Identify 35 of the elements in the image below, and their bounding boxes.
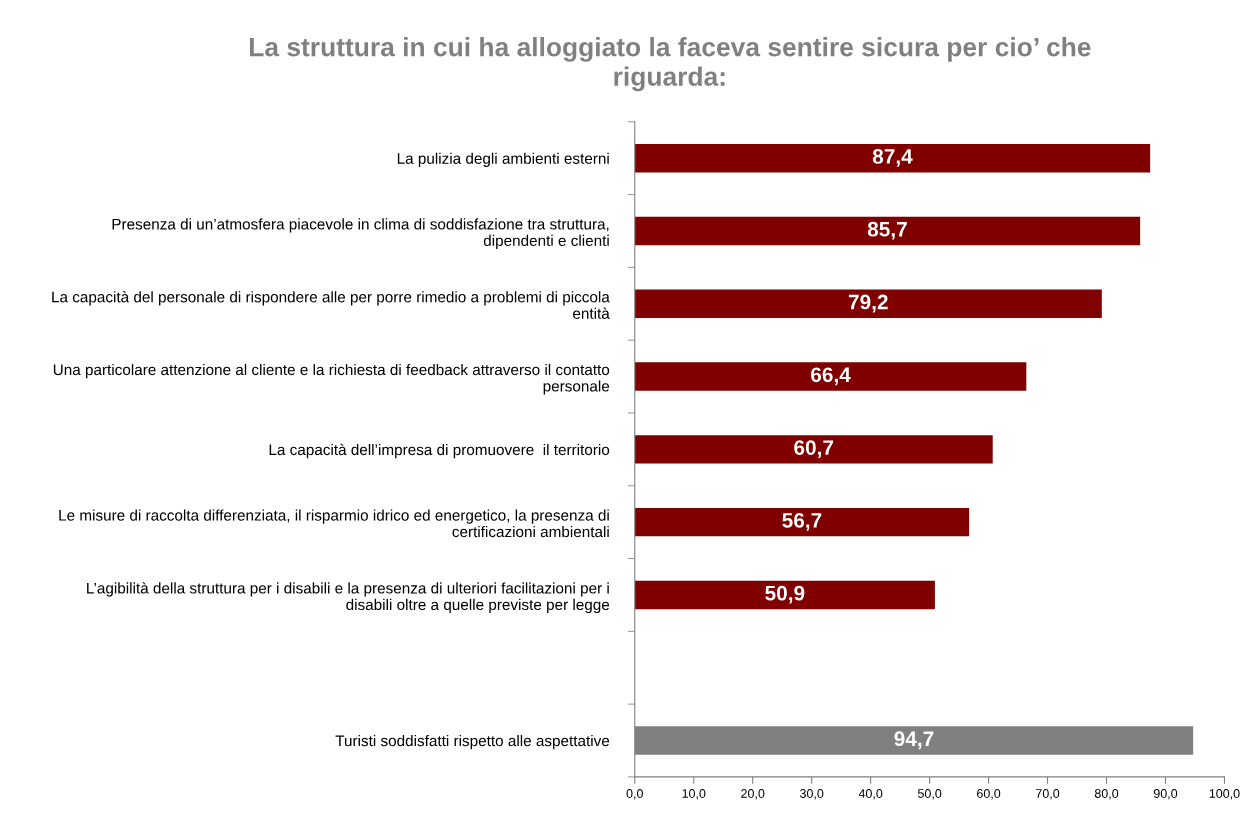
y-tick-label: Le misure di raccolta differenziata, il risparmio idrico ed energetico, la presenza di certificazioni ambientali [59,509,609,538]
bar [634,289,1102,318]
y-tick-label: Una particolare attenzione al cliente e la richiesta di feedback attraverso il contatto personale [53,363,610,395]
data-label: 87,4 [872,149,913,167]
y-tick-label: Turisti soddisfatti rispetto alle aspettative [335,734,610,750]
x-tick-label: 70,0 [1036,789,1060,800]
y-tick-label: La capacità del personale di rispondere alle per porre rimedio a problemi di piccola entità [52,291,610,319]
x-tick-label: 10,0 [682,789,706,800]
y-tick-label: Presenza di un’atmosfera piacevole in clima di soddisfazione tra struttura, dipendenti e clienti [112,218,609,250]
chart-title: La struttura in cui ha alloggiato la faceva sentire sicura per cio’ che riguarda: [249,37,1091,92]
data-label: 79,2 [848,294,888,313]
data-label: 94,7 [894,731,934,750]
data-label: 50,9 [765,585,805,604]
data-label: 56,7 [782,512,822,531]
x-tick-label: 60,0 [977,789,1001,800]
bar [634,435,993,464]
x-tick-label: 40,0 [858,789,883,800]
x-tick-label: 100,0 [1209,789,1240,800]
x-tick-label: 90,0 [1153,789,1178,800]
data-label: 66,4 [811,367,851,386]
bar [634,362,1027,391]
x-tick-label: 30,0 [799,789,824,800]
y-tick-label: La capacità dell’impresa di promuovere il territorio [269,443,610,459]
y-tick-label: La pulizia degli ambienti esterni [397,152,609,167]
bar [634,580,935,610]
bar [634,216,1141,246]
bar [634,144,1151,173]
x-tick-label: 0,0 [626,789,643,800]
data-label: 85,7 [867,221,907,240]
y-tick-label: L’agibilità della struttura per i disabili e la presenza di ulteriori facilitazioni per i disabili oltre a quelle previste per legge [87,582,610,614]
x-tick-label: 50,0 [917,789,942,800]
x-tick-label: 80,0 [1094,789,1119,800]
bar [634,507,970,537]
x-tick-label: 20,0 [741,789,765,800]
data-label: 60,7 [794,440,834,458]
